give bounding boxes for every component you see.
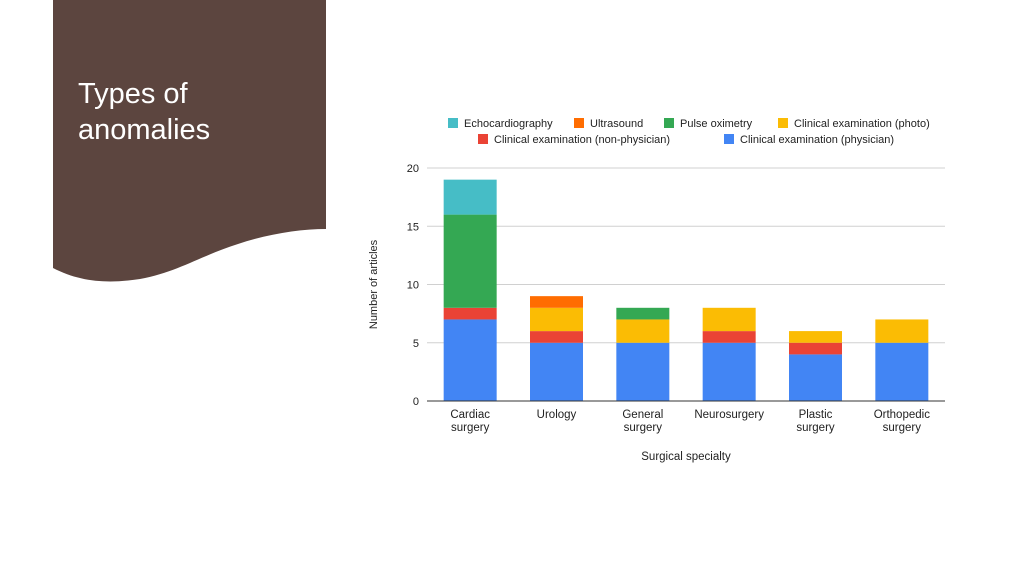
legend-swatch-clinical-examination-photo [778, 118, 788, 128]
legend-label-echocardiography: Echocardiography [464, 118, 553, 130]
x-tick-label: surgery [883, 422, 922, 434]
bar-neurosurgery-clin-photo [702, 307, 756, 332]
bar-cardiac-surgery-clin-nonphys [443, 307, 497, 320]
bar-plastic-surgery-clin-phys [789, 354, 842, 401]
legend-swatch-ultrasound [574, 118, 584, 128]
bar-neurosurgery-clin-nonphys [702, 331, 756, 343]
x-tick-label: Plastic [799, 409, 833, 421]
bar-neurosurgery-clin-phys [702, 342, 756, 401]
x-tick-label: Urology [537, 409, 577, 421]
x-tick-label: Orthopedic [874, 409, 931, 421]
legend-label-pulse-oximetry: Pulse oximetry [680, 118, 753, 130]
y-tick-label: 0 [413, 396, 419, 408]
bar-orthopedic-surgery-clin-photo [875, 319, 929, 343]
x-tick-label: surgery [796, 422, 835, 434]
bar-urology-clin-phys [530, 342, 583, 401]
slide-title: Types of anomalies [78, 76, 318, 148]
y-axis-ticks: 0 5 10 15 20 [407, 163, 419, 408]
legend-swatch-clinical-examination-physician [724, 134, 734, 144]
legend-label-clinical-examination-non-physician: Clinical examination (non-physician) [494, 134, 670, 146]
x-tick-label: General [622, 409, 663, 421]
bar-general-surgery-pulse-ox [616, 307, 670, 320]
y-tick-label: 5 [413, 338, 419, 350]
chart-gridlines [427, 167, 945, 344]
bar-general-surgery-clin-photo [616, 319, 670, 343]
legend-swatch-clinical-examination-non-physician [478, 134, 488, 144]
y-tick-label: 10 [407, 280, 419, 292]
y-tick-label: 15 [407, 221, 419, 233]
x-tick-label: Cardiac [450, 409, 490, 421]
chart-bars [443, 179, 929, 401]
bar-cardiac-surgery-clin-phys [443, 319, 497, 401]
bar-plastic-surgery-clin-nonphys [789, 342, 842, 355]
bar-cardiac-surgery-echo [443, 179, 497, 215]
stacked-bar-chart: Echocardiography Ultrasound Pulse oximetry… [368, 118, 945, 463]
x-tick-label: Neurosurgery [694, 409, 764, 421]
slide-title-line-1: Types of [78, 78, 188, 110]
legend-label-clinical-examination-photo: Clinical examination (photo) [794, 118, 930, 130]
legend-swatch-pulse-oximetry [664, 118, 674, 128]
y-axis-label: Number of articles [368, 239, 380, 329]
x-axis-label: Surgical specialty [641, 451, 731, 463]
bar-cardiac-surgery-pulse-ox [443, 214, 497, 308]
bar-orthopedic-surgery-clin-phys [875, 342, 929, 401]
bar-general-surgery-clin-phys [616, 342, 670, 401]
x-tick-label: surgery [451, 422, 490, 434]
bar-urology-ultrasound [530, 296, 583, 308]
legend-swatch-echocardiography [448, 118, 458, 128]
legend-label-ultrasound: Ultrasound [590, 118, 643, 130]
bar-urology-clin-photo [530, 307, 583, 332]
x-tick-label: surgery [624, 422, 663, 434]
chart-legend: Echocardiography Ultrasound Pulse oximetry… [448, 118, 930, 146]
slide-title-line-2: anomalies [78, 114, 211, 146]
bar-plastic-surgery-clin-photo [789, 331, 842, 343]
bar-urology-clin-nonphys [530, 331, 583, 343]
legend-label-clinical-examination-physician: Clinical examination (physician) [740, 134, 894, 146]
y-tick-label: 20 [407, 163, 419, 175]
